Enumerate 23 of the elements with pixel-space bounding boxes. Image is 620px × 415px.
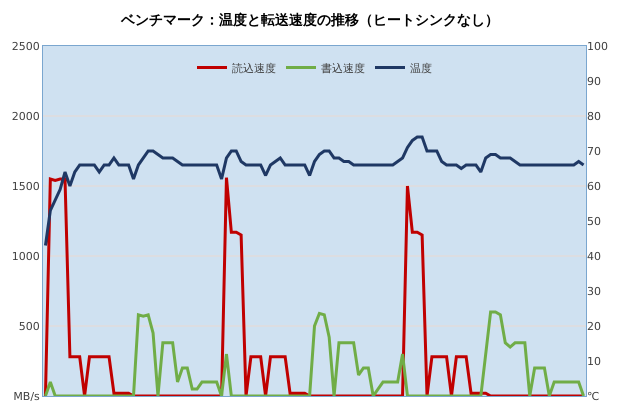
y-tick-label: 1500 [12, 180, 40, 193]
y2-tick-label: 20 [587, 320, 601, 333]
y-tick-label: 500 [18, 320, 40, 333]
y-tick-label: 2500 [12, 40, 40, 53]
legend-label: 読込速度 [232, 62, 276, 75]
y2-tick-label: 50 [587, 214, 601, 228]
y2-tick-label: 30 [587, 284, 601, 298]
chart-title: ベンチマーク：温度と転送速度の推移（ヒートシンクなし） [120, 11, 499, 28]
y2-tick-label: 60 [587, 180, 601, 193]
y-tick-label: MB/s [13, 390, 40, 403]
legend-label: 書込速度 [321, 62, 365, 75]
y2-tick-label: 40 [587, 250, 601, 263]
y-tick-label: 1000 [12, 250, 40, 263]
y-tick-label: 2000 [12, 110, 40, 123]
y2-tick-label: 100 [587, 40, 608, 53]
y2-tick-label: 10 [587, 354, 601, 368]
y2-tick-label: ℃ [587, 390, 600, 403]
legend-label: 温度 [410, 62, 432, 75]
y2-tick-label: 80 [587, 110, 601, 123]
y2-tick-label: 70 [587, 144, 601, 158]
line-series [44, 136, 586, 247]
y2-tick-label: 90 [587, 74, 601, 88]
line-series [44, 310, 586, 396]
